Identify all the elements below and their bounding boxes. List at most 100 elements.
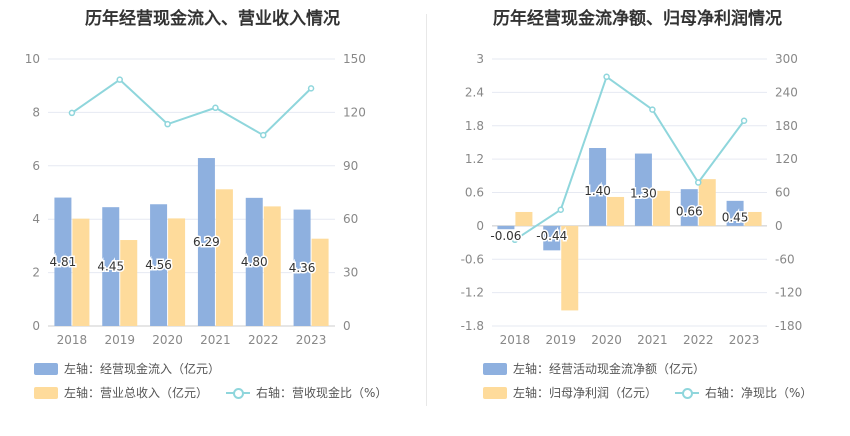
line-point [511,236,519,244]
bar-data-label: 4.45 [97,260,124,274]
chart-panel-right: 历年经营现金流净额、归母净利润情况 -1.8 -1.2 -0.6 0 0.6 1.2 1.8… [425,0,850,436]
left-axis-tick-label: 4 [32,212,40,226]
right-axis-tick-label: -180 [775,319,802,333]
bar-series-2 [215,189,233,326]
left-axis-tick-label: 0 [476,219,484,233]
x-axis-tick-label: 2020 [591,333,622,347]
legend-label-bar1: 左轴：经营现金流入（亿元） [64,362,221,376]
legend-row-2: 左轴：营业总收入（亿元） 右轴：营收现金比（%） [34,384,387,401]
bar-series-1 [680,189,698,226]
bar-series-2 [168,218,186,326]
right-axis-tick-label: 180 [775,119,798,133]
bar-data-label: -0.06 [490,229,521,243]
left-axis-tick-label: -0.6 [461,252,484,266]
x-axis-tick-label: 2023 [296,333,327,347]
legend-label-bar2: 左轴：归母净利润（亿元） [513,386,658,400]
right-axis-tick-label: 300 [775,52,798,66]
legend-swatch-bar1 [34,362,58,375]
left-axis-tick-label: 8 [32,105,40,119]
x-axis-tick-label: 2018 [500,333,531,347]
right-axis-tick-label: -60 [775,252,795,266]
left-axis-tick-label: 1.8 [465,119,484,133]
chart-title: 历年经营现金流净额、归母净利润情况 [493,9,782,29]
left-axis-tick-label: 0.6 [465,186,484,200]
right-axis-tick-label: 120 [775,152,798,166]
chart-panel-left: 历年经营现金流入、营业收入情况 0 2 4 6 8 10 0 30 60 90 120 150 2018… [25,9,388,401]
bar-series-1 [726,200,744,226]
x-axis-tick-label: 2020 [152,333,183,347]
bar-series-1 [497,225,515,230]
line-point [260,131,267,139]
left-axis-tick-label: 2.4 [465,85,484,99]
x-axis-tick-label: 2021 [200,333,231,347]
line-point [649,106,656,113]
right-axis-tick-label: -120 [775,286,802,300]
bar-series-2 [120,240,138,326]
x-axis-tick-label: 2022 [683,333,714,347]
line-series [514,75,745,241]
x-axis-tick-label: 2019 [104,333,135,347]
legend-swatch-line [675,387,700,399]
bar-series-2 [263,206,281,326]
legend-label-bar1: 左轴：经营活动现金流净额（亿元） [513,362,706,376]
bar-series-1 [197,158,215,326]
left-axis-tick-label: 2 [32,266,40,280]
bar-data-label: 4.56 [145,258,172,272]
bar-series-2 [698,179,716,226]
legend-swatch-line [226,387,251,399]
bar-data-label: -0.44 [536,229,567,243]
line-point [307,85,315,92]
x-axis-tick-label: 2023 [729,333,760,347]
line-point [212,104,219,112]
right-axis-tick-label: 60 [343,212,358,226]
right-axis-tick-label: 0 [343,319,351,333]
legend-label-line: 右轴：营收现金比（%） [256,386,388,400]
left-axis-tick-label: 3 [476,52,484,66]
right-axis-tick-label: 150 [343,52,366,66]
left-axis-tick-label: 1.2 [465,152,484,166]
chart-plot-area: -1.8 -1.2 -0.6 0 0.6 1.2 1.8 2.4 3 -180 -120 -60 0 60… [461,52,803,347]
legend-swatch-bar2 [483,386,507,399]
bar-series-2 [72,218,90,326]
legend-row-1: 左轴：经营活动现金流净额（亿元） [483,360,705,377]
right-axis-tick-label: 120 [343,105,366,119]
x-axis-tick-label: 2019 [545,333,576,347]
line-point [116,76,123,83]
bar-series-2 [561,225,579,311]
bar-data-label: 4.81 [50,255,77,269]
bar-series-2 [652,190,670,226]
right-axis-tick-label: 90 [343,159,358,173]
legend-label-bar2: 左轴：营业总收入（亿元） [64,386,209,400]
left-axis-tick-label: -1.2 [461,286,484,300]
bar-series-1 [245,197,263,326]
panel-divider [426,14,427,406]
line-point [695,179,702,186]
right-axis-tick-label: 30 [343,266,358,280]
bar-series-1 [293,209,311,326]
line-point [164,120,171,128]
right-axis-tick-label: 240 [775,85,798,99]
line-series [71,78,312,137]
bar-series-2 [744,211,762,226]
bar-series-1 [634,153,652,226]
chart-plot-area: 0 2 4 6 8 10 0 30 60 90 120 150 2018 2019 2020 2021 2022… [25,52,366,347]
x-axis-tick-label: 2018 [57,333,88,347]
bar-data-label: 4.80 [241,255,268,269]
bar-data-label: 1.40 [584,184,611,198]
legend-swatch-bar1 [483,362,507,375]
bar-series-1 [589,148,607,226]
left-axis-tick-label: 10 [25,52,40,66]
bar-series-1 [150,204,168,326]
bar-series-1 [102,207,120,326]
left-axis-tick-label: -1.8 [461,319,484,333]
bar-data-label: 6.29 [193,235,220,249]
bar-series-1 [54,197,72,326]
chart-title: 历年经营现金流入、营业收入情况 [85,9,340,29]
legend-swatch-bar2 [34,386,58,399]
legend-row-1: 左轴：经营现金流入（亿元） [34,360,220,377]
bar-series-2 [311,238,329,326]
bar-data-label: 4.36 [289,261,316,275]
bar-series-1 [543,225,561,251]
line-point [68,109,76,117]
line-point [740,117,748,124]
